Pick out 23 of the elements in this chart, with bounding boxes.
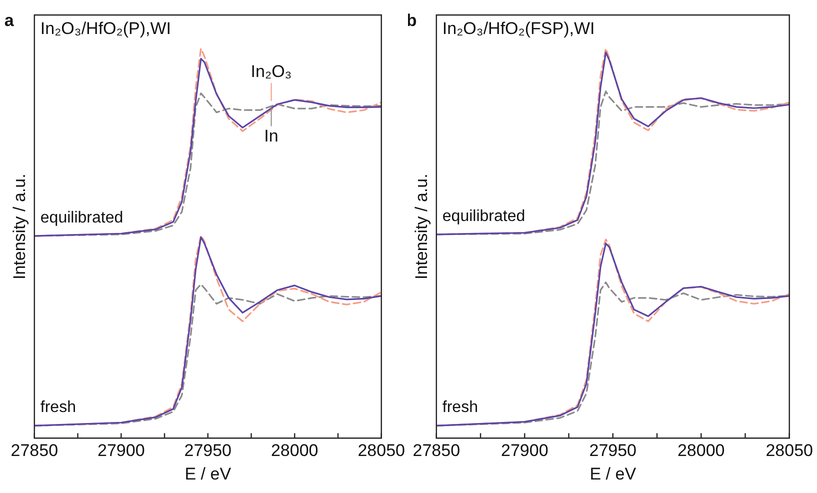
x-tick-label: 27900: [501, 441, 548, 460]
annotation: fresh: [40, 399, 76, 416]
text: a: [4, 11, 14, 30]
x-tick-label: 27950: [184, 441, 232, 460]
annotation: fresh: [442, 399, 478, 416]
annotation: equilibrated: [40, 209, 124, 226]
annotation: equilibrated: [442, 208, 526, 225]
x-tick-label: 27900: [98, 441, 145, 460]
legend-label: In: [264, 126, 278, 146]
chart-title: In₂O₃/HfO₂(P),WI: [40, 19, 172, 38]
chart-title: In₂O₃/HfO₂(FSP),WI: [442, 19, 595, 38]
x-tick-label: 28050: [766, 441, 814, 460]
x-tick-label: 27850: [412, 441, 460, 460]
y-axis-title: Intensity / a.u.: [10, 174, 29, 280]
x-tick-label: 28050: [358, 441, 406, 460]
x-tick-label: 28000: [270, 441, 318, 460]
x-tick-label: 28000: [677, 441, 725, 460]
x-tick-label: 27850: [10, 441, 58, 460]
x-tick-label: 27950: [589, 441, 637, 460]
x-axis-title: E / eV: [590, 464, 637, 484]
series-label: In₂O₃: [250, 62, 292, 82]
y-axis-title: Intensity / a.u.: [412, 174, 431, 280]
x-axis-title: E / eV: [184, 464, 232, 484]
